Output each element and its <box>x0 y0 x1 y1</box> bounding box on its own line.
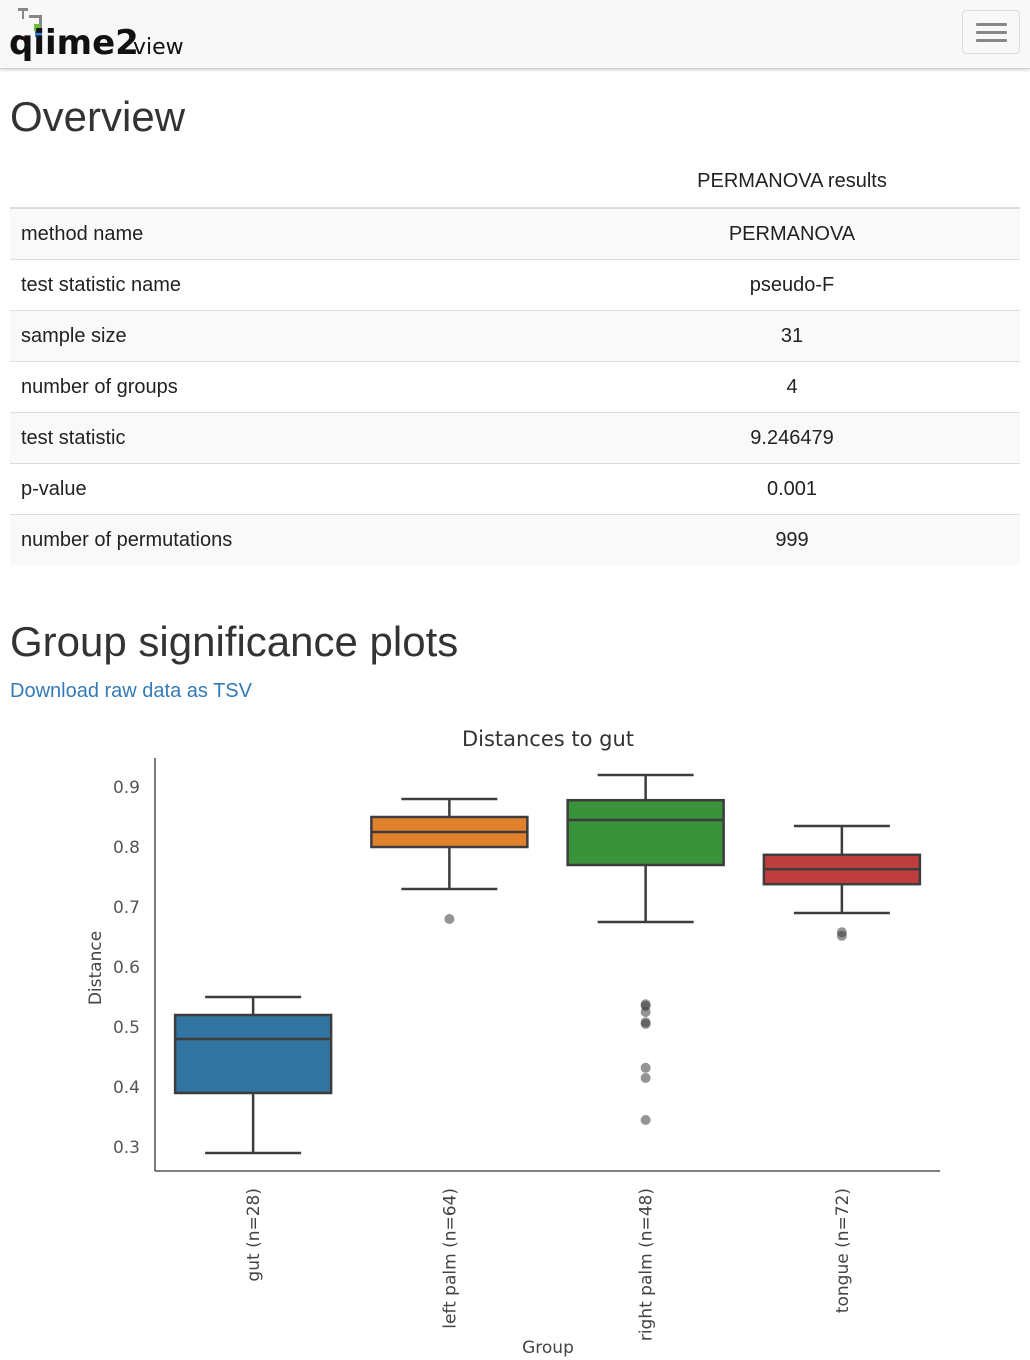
row-value: 4 <box>564 361 1020 413</box>
row-label: sample size <box>10 310 564 362</box>
outlier-point <box>640 1073 651 1083</box>
table-row: p-value 0.001 <box>10 463 1020 515</box>
x-tick-label: gut (n=28) <box>244 1188 264 1282</box>
outlier-point <box>444 914 455 924</box>
svg-text:qiime2: qiime2 <box>9 23 139 62</box>
y-tick-label: 0.4 <box>113 1078 140 1098</box>
qiime2-view-logo[interactable]: qiime2 view <box>9 6 199 67</box>
table-header-empty <box>10 155 564 209</box>
row-label: number of groups <box>10 361 564 413</box>
y-tick-label: 0.7 <box>113 898 140 918</box>
outlier-point <box>640 1115 651 1125</box>
y-tick-label: 0.5 <box>113 1018 140 1038</box>
row-value: pseudo-F <box>564 259 1020 311</box>
permanova-results-table: PERMANOVA results method name PERMANOVA … <box>10 155 1020 565</box>
svg-text:view: view <box>133 35 184 60</box>
table-row: number of permutations 999 <box>10 514 1020 565</box>
x-tick-label: right palm (n=48) <box>637 1188 657 1341</box>
row-label: test statistic name <box>10 259 564 311</box>
x-tick-label: left palm (n=64) <box>440 1188 460 1329</box>
y-tick-label: 0.9 <box>113 778 140 798</box>
overview-heading: Overview <box>10 93 186 140</box>
y-tick-label: 0.3 <box>113 1138 140 1158</box>
outlier-point <box>640 1062 651 1073</box>
row-label: method name <box>10 207 564 260</box>
row-value: 0.001 <box>564 463 1020 515</box>
table-row: test statistic 9.246479 <box>10 412 1020 464</box>
y-tick-label: 0.8 <box>113 838 140 858</box>
table-row: test statistic name pseudo-F <box>10 259 1020 311</box>
table-row: number of groups 4 <box>10 361 1020 413</box>
table-row: method name PERMANOVA <box>10 207 1020 260</box>
row-label: number of permutations <box>10 514 564 565</box>
group-significance-heading: Group significance plots <box>10 618 459 665</box>
outlier-point <box>640 1017 651 1028</box>
qiime2-logo-icon: qiime2 view <box>9 8 184 63</box>
row-value: 999 <box>564 514 1020 565</box>
table-row: sample size 31 <box>10 310 1020 362</box>
y-axis-label: Distance <box>86 931 106 1005</box>
box-iqr <box>173 1013 333 1095</box>
row-label: test statistic <box>10 412 564 464</box>
row-value: 31 <box>564 310 1020 362</box>
chart-title: Distances to gut <box>462 727 634 751</box>
table-header-results: PERMANOVA results <box>564 155 1020 209</box>
box-iqr <box>566 798 725 867</box>
hamburger-menu-button[interactable] <box>962 10 1020 54</box>
y-tick-label: 0.6 <box>113 958 140 978</box>
download-tsv-link[interactable]: Download raw data as TSV <box>10 680 252 702</box>
outlier-point <box>640 999 651 1010</box>
x-tick-label: tongue (n=72) <box>833 1188 853 1313</box>
row-value: PERMANOVA <box>564 207 1020 260</box>
row-label: p-value <box>10 463 564 515</box>
row-value: 9.246479 <box>564 412 1020 464</box>
navbar: qiime2 view <box>0 0 1030 69</box>
outlier-point <box>836 927 847 938</box>
x-axis-label: Group <box>522 1338 574 1358</box>
